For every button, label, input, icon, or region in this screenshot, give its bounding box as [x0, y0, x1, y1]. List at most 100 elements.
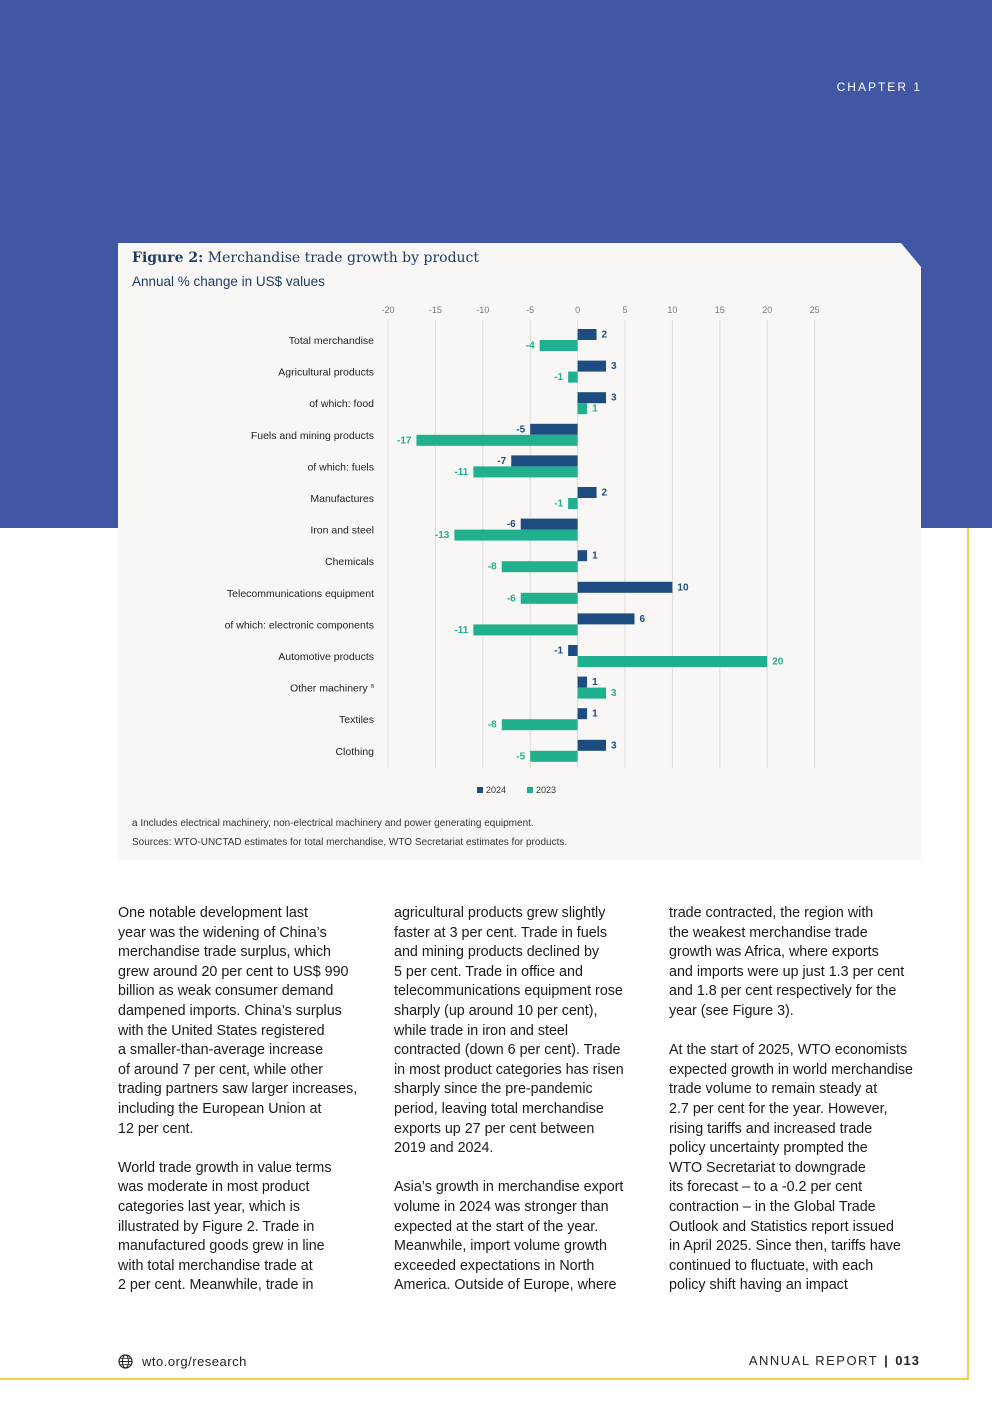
category-label: Clothing [335, 746, 374, 758]
figure-panel: Figure 2: Merchandise trade growth by pr… [118, 243, 921, 860]
legend-label-2023: 2023 [536, 785, 556, 795]
legend-swatch-2023 [527, 787, 533, 793]
data-label-2024: -1 [554, 646, 563, 657]
bar-2023 [454, 529, 578, 541]
data-label-2024: 1 [592, 551, 598, 562]
bar-2023 [473, 466, 578, 478]
data-label-2024: 3 [611, 393, 617, 404]
bar-2024 [520, 518, 578, 530]
data-label-2023: -6 [507, 593, 516, 604]
page-border-right [967, 528, 969, 1380]
x-tick-label: 5 [622, 305, 627, 315]
data-label-2024: 10 [677, 582, 689, 593]
bar-2023 [520, 592, 578, 604]
data-label-2023: -1 [554, 499, 563, 510]
bar-2023 [577, 687, 607, 699]
bar-2024 [577, 360, 607, 372]
x-tick-label: 0 [575, 305, 580, 315]
x-tick-label: -10 [476, 305, 489, 315]
data-label-2024: 3 [611, 361, 617, 372]
figure-title-text: Merchandise trade growth by product [207, 250, 480, 266]
figure-sources: Sources: WTO-UNCTAD estimates for total … [132, 837, 568, 848]
data-label-2023: 1 [592, 404, 598, 415]
bar-2024 [577, 550, 588, 562]
footer-report: ANNUAL REPORT | 013 [749, 1353, 920, 1368]
category-label: of which: food [309, 398, 374, 410]
bar-2023 [568, 498, 578, 509]
bar-2024 [577, 739, 607, 751]
bar-2023 [577, 403, 588, 415]
footer-separator: | [884, 1353, 890, 1368]
bar-2024 [577, 708, 588, 720]
category-label: Fuels and mining products [251, 430, 374, 442]
body-column-2: agricultural products grew slightly fast… [394, 905, 624, 1294]
category-label: Chemicals [325, 556, 374, 568]
figure-title: Figure 2: Merchandise trade growth by pr… [132, 250, 479, 266]
footer-url[interactable]: wto.org/research [142, 1354, 247, 1369]
bar-2023 [568, 371, 578, 383]
category-label: Automotive products [278, 651, 374, 663]
data-label-2024: 3 [611, 740, 617, 751]
data-label-2023: 3 [611, 688, 617, 699]
bar-2023 [416, 434, 578, 446]
category-label: Manufactures [310, 493, 374, 505]
bar-2023 [501, 561, 578, 573]
bar-2024 [577, 392, 607, 404]
bar-2024 [577, 581, 673, 593]
data-label-2023: -11 [454, 467, 468, 478]
data-label-2023: -4 [526, 341, 535, 352]
data-label-2024: 2 [602, 488, 608, 499]
bar-2024 [577, 676, 588, 688]
data-label-2024: -7 [497, 456, 506, 467]
bar-2024 [577, 329, 597, 340]
bar-2024 [568, 645, 578, 656]
data-label-2023: 20 [772, 657, 784, 668]
category-label: Telecommunications equipment [227, 588, 374, 600]
figure-footnote: a Includes electrical machinery, non-ele… [132, 818, 534, 829]
category-label: Agricultural products [278, 367, 374, 379]
legend-swatch-2024 [477, 787, 483, 793]
data-label-2023: -5 [516, 751, 525, 762]
category-label: Other machinery a [290, 683, 375, 695]
page-number: 013 [895, 1353, 920, 1368]
data-label-2024: -5 [516, 424, 525, 435]
data-label-2023: -17 [397, 435, 412, 446]
figure-subtitle: Annual % change in US$ values [132, 274, 325, 289]
data-label-2024: 6 [639, 614, 645, 625]
data-label-2023: -8 [488, 720, 497, 731]
bar-2024 [577, 487, 597, 498]
bar-chart: -20 -15 -10 -5 0 5 10 15 20 25 Total merchandise 2 -… [225, 305, 820, 795]
bar-2024 [530, 423, 578, 435]
data-label-2024: 1 [592, 709, 598, 720]
bar-2023 [530, 750, 578, 762]
data-label-2023: -8 [488, 562, 497, 573]
category-label: of which: fuels [307, 461, 374, 473]
figure-label: Figure 2: [132, 250, 204, 266]
data-label-2024: 2 [602, 330, 608, 341]
x-tick-label: -5 [526, 305, 534, 315]
x-tick-label: 20 [762, 305, 772, 315]
x-tick-label: 25 [810, 305, 820, 315]
data-label-2023: -13 [435, 530, 450, 541]
data-label-2024: 1 [592, 677, 598, 688]
x-tick-label: -15 [429, 305, 442, 315]
bar-2023 [501, 719, 578, 731]
legend-label-2024: 2024 [486, 785, 506, 795]
chapter-label: CHAPTER 1 [836, 80, 922, 94]
data-label-2023: -11 [454, 625, 468, 636]
body-column-3: trade contracted, the region with the we… [669, 905, 913, 1294]
footer-report-title: ANNUAL REPORT [748, 1353, 879, 1368]
page-border-bottom [0, 1378, 969, 1380]
data-label-2024: -6 [507, 519, 516, 530]
body-column-1: One notable development last year was th… [118, 905, 358, 1294]
bar-2023 [577, 656, 768, 667]
bar-2024 [577, 613, 635, 625]
x-tick-label: 15 [715, 305, 725, 315]
category-label: of which: electronic components [225, 619, 374, 631]
bar-2023 [473, 624, 578, 636]
category-label: Iron and steel [310, 525, 374, 537]
bar-2024 [511, 455, 578, 467]
data-label-2023: -1 [554, 372, 563, 383]
footnote-marker: a [371, 684, 375, 690]
category-label: Total merchandise [289, 335, 374, 347]
